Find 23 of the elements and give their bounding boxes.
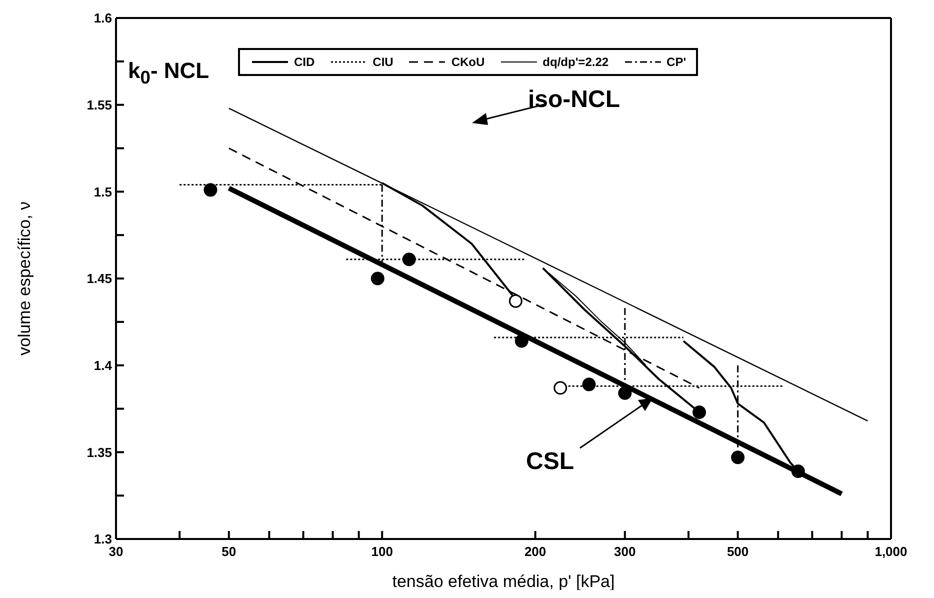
- legend-label: CKoU: [451, 55, 485, 69]
- annotation: iso-NCL: [528, 86, 620, 114]
- legend-label: dq/dp'=2.22: [542, 55, 609, 69]
- x-tick-label: 500: [726, 544, 749, 560]
- annotation: CSL: [526, 448, 574, 476]
- annotation: k$_{0}$- NCL: [128, 58, 210, 88]
- legend-label: CID: [294, 55, 315, 69]
- x-tick-label: 1,000: [874, 544, 908, 560]
- x-tick-label: 300: [614, 544, 636, 560]
- y-tick-label: 1.6: [94, 10, 112, 26]
- x-tick-label: 200: [524, 544, 546, 560]
- y-axis-title: volume específico, ν: [15, 201, 34, 356]
- y-tick-label: 1.45: [86, 271, 112, 286]
- y-tick-label: 1.35: [86, 444, 112, 460]
- y-tick-label: 1.3: [94, 532, 112, 547]
- y-tick-label: 1.5: [94, 184, 112, 200]
- legend-label: CIU: [372, 55, 394, 69]
- x-tick-label: 100: [371, 544, 393, 560]
- y-tick-label: 1.55: [86, 97, 112, 112]
- legend-label: CP': [666, 55, 686, 69]
- y-tick-label: 1.4: [94, 358, 113, 373]
- x-tick-label: 30: [108, 544, 124, 560]
- x-tick-label: 50: [222, 544, 236, 560]
